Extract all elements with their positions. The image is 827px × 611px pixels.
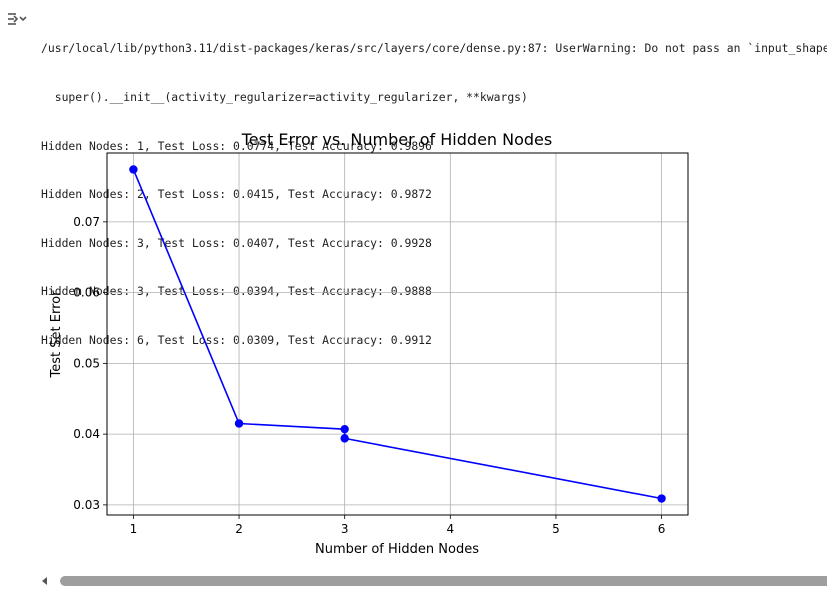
plot-frame [106,152,689,516]
data-point [340,424,349,434]
output-toggle-icon[interactable] [6,10,28,28]
result-line: Hidden Nodes: 3, Test Loss: 0.0394, Test… [41,284,432,299]
x-axis-label: Number of Hidden Nodes [315,542,479,557]
result-line: Hidden Nodes: 1, Test Loss: 0.0774, Test… [41,138,432,153]
data-point [129,165,138,174]
y-tick-label: 0.03 [73,498,100,512]
scroll-left-arrow-icon[interactable] [38,574,52,588]
result-line: Hidden Nodes: 3, Test Loss: 0.0407, Test… [41,235,432,250]
data-point [657,494,666,503]
x-tick-label: 3 [341,522,349,536]
plot-output: 1 2 3 4 5 6 0.03 0.04 0.05 0.06 0.07 Test Error vs… [0,126,827,566]
data-point [340,434,349,443]
series-line [132,169,662,500]
data-point [234,419,244,428]
x-tick-label: 1 [130,522,138,536]
chart-grid [107,153,688,515]
x-tick-label: 6 [658,522,666,536]
x-tick-label: 5 [552,522,560,536]
y-tick-label: 0.06 [73,286,100,300]
chart-title: Test Error vs. Number of Hidden Nodes [241,130,552,149]
result-line: Hidden Nodes: 6, Test Loss: 0.0309, Test… [41,332,432,347]
x-tick-label: 4 [446,522,454,536]
warning-line: super().__init__(activity_regularizer=ac… [41,90,528,104]
warning-line: /usr/local/lib/python3.11/dist-packages/… [41,41,827,56]
y-tick-label: 0.07 [73,215,100,229]
line-chart: 1 2 3 4 5 6 0.03 0.04 0.05 0.06 0.07 Test Error vs… [49,130,689,557]
horizontal-scrollbar[interactable] [38,574,827,588]
x-tick-label: 2 [235,522,243,536]
y-axis-label: Test Set Error [49,290,64,379]
cell-output: /usr/local/lib/python3.11/dist-packages/… [41,8,827,364]
scrollbar-thumb[interactable] [60,576,827,586]
result-line: Hidden Nodes: 2, Test Loss: 0.0415, Test… [41,187,432,202]
y-tick-label: 0.04 [73,427,100,441]
y-tick-label: 0.05 [73,356,100,370]
